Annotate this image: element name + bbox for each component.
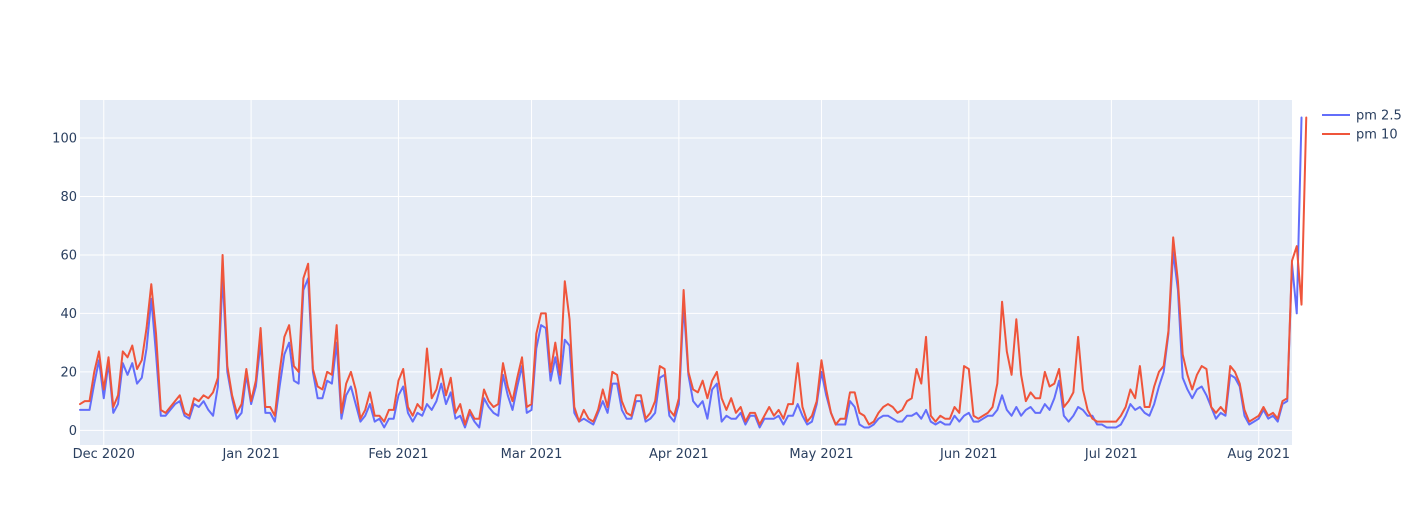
y-tick-label: 80 — [60, 190, 77, 205]
legend-label: pm 2.5 — [1356, 109, 1402, 124]
x-tick-label: Mar 2021 — [501, 447, 563, 462]
series-lines — [79, 116, 1308, 429]
x-tick-label: Jul 2021 — [1084, 447, 1138, 462]
series-line-pm10 — [79, 116, 1308, 426]
x-tick-label: Apr 2021 — [649, 447, 709, 462]
legend[interactable]: pm 2.5 pm 10 — [1322, 109, 1402, 143]
x-tick-label: Jan 2021 — [221, 447, 279, 462]
y-tick-label: 40 — [60, 307, 77, 322]
series-line-pm25 — [79, 116, 1303, 429]
y-tick-label: 100 — [52, 132, 77, 147]
x-tick-label: Feb 2021 — [368, 447, 428, 462]
y-tick-label: 60 — [60, 248, 77, 263]
x-axis: Dec 2020 Jan 2021 Feb 2021 Mar 2021 Apr 2021… — [73, 447, 1290, 462]
grid-lines — [80, 100, 1292, 445]
x-tick-label: Aug 2021 — [1227, 447, 1290, 462]
legend-item-pm25[interactable]: pm 2.5 — [1322, 109, 1402, 124]
y-axis: 0 20 40 60 80 100 — [52, 132, 77, 439]
plot-area — [80, 100, 1292, 445]
y-tick-label: 0 — [69, 424, 77, 439]
x-tick-label: Dec 2020 — [73, 447, 135, 462]
x-tick-label: May 2021 — [789, 447, 853, 462]
y-tick-label: 20 — [60, 365, 77, 380]
legend-label: pm 10 — [1356, 128, 1398, 143]
legend-item-pm10[interactable]: pm 10 — [1322, 128, 1398, 143]
x-tick-label: Jun 2021 — [939, 447, 998, 462]
